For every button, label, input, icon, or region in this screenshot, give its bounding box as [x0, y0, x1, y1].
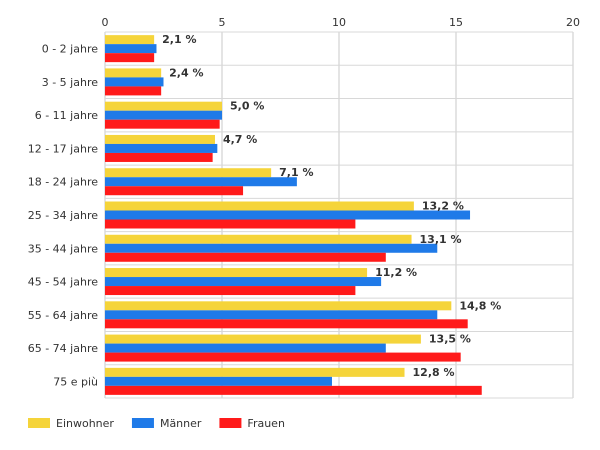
bar-m-nner	[105, 343, 386, 353]
bar-frauen	[105, 119, 220, 129]
bar-einwohner	[105, 68, 162, 78]
bar-frauen	[105, 186, 244, 196]
x-axis-ticks: 0 5 10 15 20	[102, 16, 581, 29]
category-label: 12 - 17 jahre	[28, 142, 99, 155]
bar-frauen	[105, 86, 162, 96]
legend-entry: Frauen	[247, 417, 285, 430]
bar-m-nner	[105, 210, 471, 220]
category-label: 3 - 5 jahre	[42, 76, 99, 89]
data-label: 11,2 %	[375, 266, 417, 279]
data-label: 13,1 %	[420, 233, 462, 246]
data-labels: 2,1 % 2,4 % 5,0 % 4,7 % 7,1 % 13,2 % 13,1 % 11,…	[162, 33, 501, 379]
bar-einwohner	[105, 234, 412, 244]
bar-einwohner	[105, 367, 405, 377]
legend-swatch	[131, 418, 154, 428]
bar-frauen	[105, 286, 356, 296]
category-label: 75 e più	[53, 375, 98, 388]
bar-einwohner	[105, 268, 368, 278]
legend-entry: Männer	[160, 417, 202, 430]
data-label: 7,1 %	[279, 166, 313, 179]
legend-swatch	[219, 418, 242, 428]
category-label: 0 - 2 jahre	[42, 43, 99, 56]
bar-einwohner	[105, 134, 215, 144]
x-tick-label: 15	[449, 16, 463, 29]
bar-einwohner	[105, 168, 272, 178]
category-label: 25 - 34 jahre	[28, 209, 99, 222]
bar-m-nner	[105, 277, 382, 287]
bar-einwohner	[105, 201, 414, 211]
bar-m-nner	[105, 376, 332, 386]
legend-swatch	[28, 418, 50, 428]
category-label: 18 - 24 jahre	[28, 176, 99, 189]
category-label: 6 - 11 jahre	[35, 109, 99, 122]
bar-m-nner	[105, 110, 222, 120]
data-label: 13,5 %	[429, 333, 471, 346]
bar-einwohner	[105, 334, 421, 344]
bars	[105, 35, 482, 395]
bar-frauen	[105, 352, 461, 362]
bar-m-nner	[105, 177, 297, 187]
y-axis-categories: 0 - 2 jahre 3 - 5 jahre 6 - 11 jahre 12 - 1…	[28, 43, 99, 389]
bar-frauen	[105, 152, 213, 162]
data-label: 2,4 %	[169, 66, 203, 79]
data-label: 14,8 %	[459, 299, 501, 312]
category-label: 45 - 54 jahre	[28, 276, 99, 289]
bar-m-nner	[105, 44, 157, 54]
x-tick-label: 10	[332, 16, 346, 29]
x-tick-label: 5	[219, 16, 226, 29]
bar-m-nner	[105, 310, 438, 320]
bar-m-nner	[105, 77, 164, 87]
bar-frauen	[105, 319, 468, 329]
grid-lines	[104, 31, 574, 399]
bar-frauen	[105, 219, 356, 229]
data-label: 12,8 %	[413, 366, 455, 379]
bar-frauen	[105, 385, 482, 395]
data-label: 4,7 %	[223, 133, 257, 146]
legend: Einwohner Männer Frauen	[28, 417, 285, 430]
data-label: 2,1 %	[162, 33, 196, 46]
bar-einwohner	[105, 35, 155, 45]
legend-entry: Einwohner	[56, 417, 114, 430]
bar-m-nner	[105, 143, 218, 153]
category-label: 35 - 44 jahre	[28, 242, 99, 255]
x-tick-label: 0	[102, 16, 109, 29]
data-label: 13,2 %	[422, 200, 464, 213]
bar-frauen	[105, 53, 155, 63]
x-tick-label: 20	[566, 16, 580, 29]
category-label: 55 - 64 jahre	[28, 309, 99, 322]
bar-einwohner	[105, 101, 222, 111]
bar-frauen	[105, 252, 386, 262]
category-label: 65 - 74 jahre	[28, 342, 99, 355]
bar-einwohner	[105, 301, 452, 311]
data-label: 5,0 %	[230, 100, 264, 113]
bar-m-nner	[105, 243, 438, 253]
